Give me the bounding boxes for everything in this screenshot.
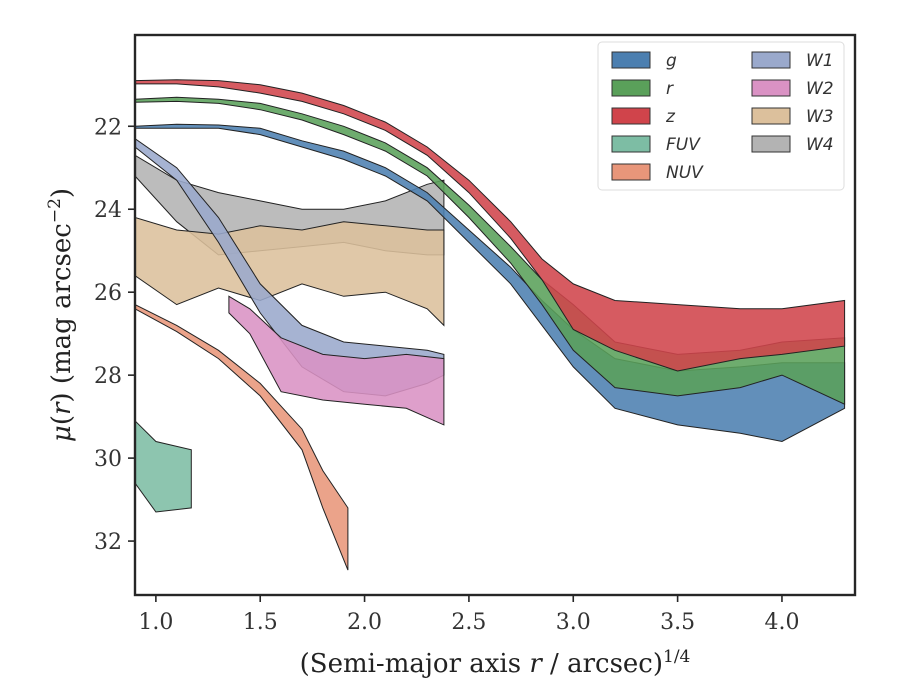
x-tick-label: 2.5 [451, 610, 486, 635]
y-axis-label: μ(r) (mag arcsec−2) [45, 188, 77, 442]
band-r [135, 96, 846, 405]
legend-label-r: r [666, 79, 674, 99]
legend-label-w1: W1 [806, 51, 834, 71]
y-tick-label: 28 [94, 364, 122, 389]
x-tick-label: 4.0 [764, 610, 799, 635]
legend-label-g: g [666, 51, 677, 71]
legend: grz FUV NUV W1 W2 W3 W4 [597, 41, 845, 191]
x-tick-label: 3.5 [660, 610, 695, 635]
legend-swatch-w1 [751, 51, 791, 69]
legend-swatch-w3 [751, 107, 791, 125]
x-axis-label: (Semi-major axis r / arcsec)1/4 [300, 647, 691, 679]
y-tick-label: 26 [94, 281, 122, 306]
band-z [135, 79, 846, 372]
x-tick-label: 1.0 [138, 610, 173, 635]
legend-swatch-fuv [611, 135, 651, 153]
band-w2 [228, 295, 445, 426]
legend-box [597, 41, 845, 191]
y-tick-label: 24 [94, 198, 122, 223]
legend-swatch-w4 [751, 135, 791, 153]
x-tick-label: 3.0 [556, 610, 591, 635]
band-w3 [135, 216, 445, 327]
legend-label-fuv: FUV [666, 135, 701, 155]
y-tick-label: 32 [94, 530, 122, 555]
legend-swatch-w2 [751, 79, 791, 97]
legend-label-nuv: NUV [666, 163, 704, 183]
band-fuv [135, 420, 192, 513]
x-tick-label: 2.0 [347, 610, 382, 635]
legend-label-w4: W4 [806, 135, 834, 155]
y-axis: 22 24 26 28 30 32 [94, 115, 135, 555]
y-tick-label: 22 [94, 115, 122, 140]
legend-swatch-nuv [611, 163, 651, 181]
plot-frame [133, 33, 857, 597]
band-layer [135, 79, 846, 571]
y-tick-label: 30 [94, 447, 122, 472]
legend-swatch-g [611, 51, 651, 69]
band-g [135, 123, 846, 443]
legend-label-w2: W2 [806, 79, 834, 99]
legend-swatch-r [611, 79, 651, 97]
legend-label-w3: W3 [806, 107, 834, 127]
legend-swatch-z [611, 107, 651, 125]
band-nuv [135, 304, 349, 571]
x-axis: 1.0 1.5 2.0 2.5 3.0 3.5 4.0 [138, 595, 799, 635]
x-tick-label: 1.5 [243, 610, 278, 635]
legend-label-z: z [665, 107, 676, 127]
